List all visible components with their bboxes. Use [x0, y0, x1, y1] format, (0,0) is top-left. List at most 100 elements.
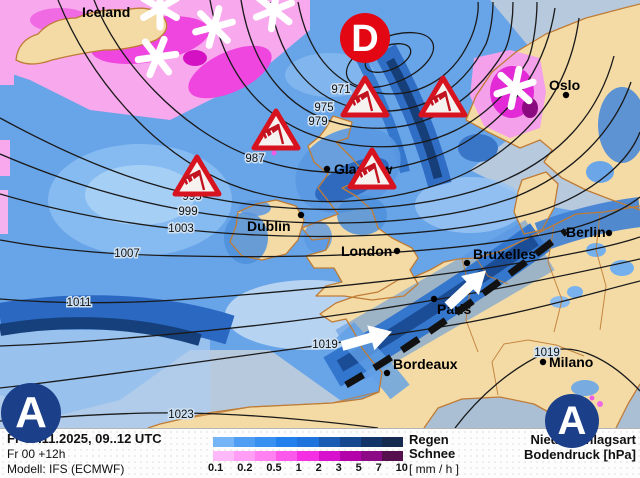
rain-light-patch	[415, 177, 525, 233]
land-iceland	[16, 8, 167, 64]
snow-speck	[589, 395, 595, 401]
rain-light-patch	[85, 165, 195, 225]
isobar-line-1011	[0, 236, 640, 304]
city-dot-glasgow	[323, 165, 331, 173]
legend-color-segment	[339, 451, 361, 461]
city-label-dublin: Dublin	[247, 218, 291, 234]
isobar-label: 1011	[67, 297, 92, 309]
isobar-line-999	[0, 81, 632, 224]
isobar-line-979	[240, 0, 514, 129]
legend-tick: 10	[395, 462, 408, 474]
snow-speck	[597, 401, 603, 407]
forecast-model: Modell: IFS (ECMWF)	[7, 462, 125, 476]
rain-patch-england	[337, 195, 387, 235]
land-scandinavia	[466, 4, 640, 210]
isobar-line-1003	[0, 131, 640, 238]
snow-color-scale	[213, 451, 403, 461]
isobar-label: 1007	[114, 248, 140, 260]
isobar-line-991	[57, 0, 580, 203]
snow-heavy-patch	[188, 45, 272, 99]
forecast-map: 971 975 979 987 995 999 1003 1007 1011 1…	[0, 0, 640, 428]
isobar-layer	[0, 0, 640, 428]
isobar-label: 1003	[168, 223, 194, 235]
snow-edge-strip	[0, 140, 10, 176]
city-dot-paris	[430, 295, 438, 303]
isobar-line-995	[0, 55, 615, 210]
snow-speck	[271, 150, 277, 156]
legend-color-segment	[339, 437, 361, 447]
legend-tick: 0.2	[237, 462, 253, 474]
rain-legend-label: Regen	[409, 432, 449, 447]
low-pressure-circle	[340, 13, 390, 63]
city-label-milano: Milano	[549, 354, 593, 370]
legend-color-segment	[318, 437, 340, 447]
front-dashed-line	[344, 228, 569, 389]
high-pressure-symbol: A	[545, 394, 599, 448]
isobar-line-983	[209, 0, 538, 148]
rain-spot	[586, 161, 614, 183]
city-dot-bruxelles	[463, 259, 471, 267]
legend-color-segment	[213, 437, 235, 447]
legend-unit-label: [ mm / h ]	[409, 462, 460, 476]
legend-tick-labels: 0.1 0.2 0.5 1 2 3 5 7 10	[208, 462, 408, 474]
legend-color-segment	[213, 451, 235, 461]
forecast-run: Fr 00 +12h	[7, 447, 66, 461]
region-label-iceland: Iceland	[82, 4, 130, 20]
legend-tick: 3	[335, 462, 342, 474]
sea-mediterranean	[424, 397, 556, 428]
isobar-label: 1019	[534, 347, 560, 359]
legend-color-segment	[381, 451, 403, 461]
snow-edge-strip	[0, 190, 8, 234]
city-label-berlin: Berlin	[566, 224, 606, 240]
legend-color-segment	[234, 451, 256, 461]
high-pressure-label: A	[557, 398, 587, 443]
city-dot-bordeaux	[383, 369, 391, 377]
isobar-line-1007	[0, 196, 640, 258]
legend-tick: 0.5	[266, 462, 282, 474]
snow-core-norway	[522, 98, 538, 118]
land-denmark	[514, 172, 558, 234]
legend-color-segment	[276, 437, 298, 447]
snow-core-patch	[183, 50, 207, 66]
legend-color-segment	[360, 437, 382, 447]
isobar-labels: 971 975 979 987 995 999 1003 1007 1011 1…	[65, 83, 561, 423]
rain-band-biscay	[336, 321, 410, 400]
isobar-line-971	[297, 1, 479, 95]
legend-color-segment	[276, 451, 298, 461]
isobar-line-975	[269, 1, 494, 112]
city-label-london: London	[341, 243, 392, 259]
legend-color-segment	[297, 451, 319, 461]
isobar-label: 979	[308, 116, 327, 128]
legend-color-segment	[234, 437, 256, 447]
isobar-label: 1019	[312, 339, 338, 351]
legend-tick: 5	[355, 462, 362, 474]
legend-color-segment	[318, 451, 340, 461]
isobar-label: 987	[245, 153, 264, 165]
isobar-line-1019-south	[454, 348, 640, 428]
rain-spot-po-valley	[571, 380, 599, 396]
legend-color-segment	[255, 451, 277, 461]
isobar-label: 999	[178, 206, 197, 218]
legend-color-segment	[255, 437, 277, 447]
rain-core-band	[386, 57, 443, 180]
legend-color-segment	[381, 437, 403, 447]
snow-legend-label: Schnee	[409, 446, 456, 461]
city-dot-dublin	[297, 211, 305, 219]
isobar-label: 975	[314, 102, 333, 114]
city-dot-milano	[539, 358, 547, 366]
city-label-bordeaux: Bordeaux	[393, 356, 458, 372]
legend-tick: 7	[375, 462, 382, 474]
city-dot-oslo	[562, 91, 570, 99]
rain-heavy-band	[0, 295, 235, 345]
low-pressure-symbol: D	[340, 13, 390, 63]
rain-color-scale	[213, 437, 403, 447]
high-pressure-symbol: A	[1, 383, 61, 443]
pressure-field-label: Bodendruck [hPa]	[524, 447, 636, 463]
legend-color-segment	[360, 451, 382, 461]
city-dot-berlin	[605, 229, 613, 237]
high-pressure-label: A	[15, 388, 47, 437]
city-label-oslo: Oslo	[549, 77, 580, 93]
legend-tick: 0.1	[208, 462, 224, 474]
snow-edge-strip	[0, 45, 14, 85]
